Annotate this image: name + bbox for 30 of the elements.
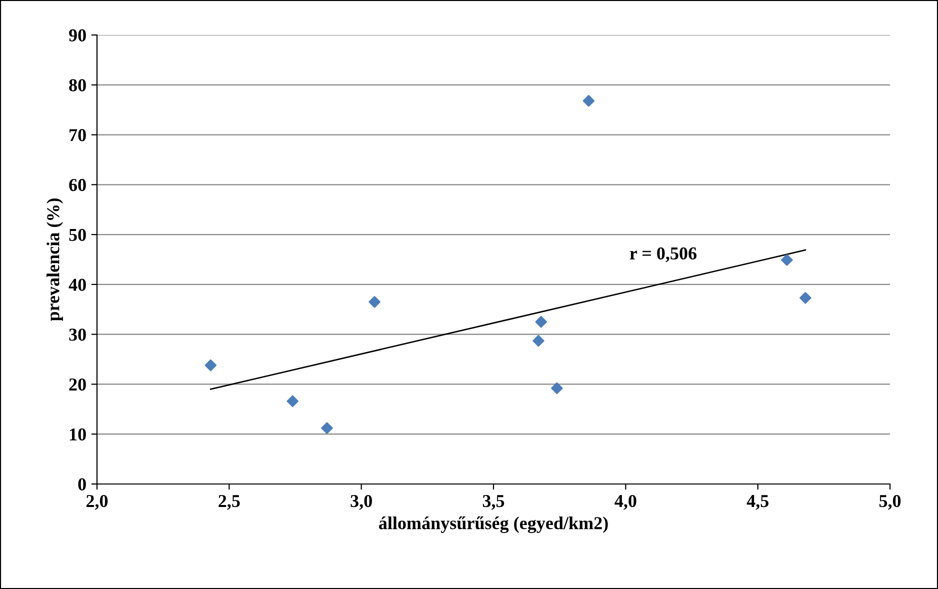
point: [535, 316, 547, 328]
x-tick-label: 3,0: [350, 494, 372, 510]
y-tick-label: 0: [78, 478, 86, 490]
y-tick-label: 20: [69, 378, 86, 391]
y-tick-label: 10: [70, 428, 86, 441]
y-tick-label: 80: [69, 79, 86, 92]
annotation: r = 0,506: [630, 247, 696, 262]
x-axis-title: állománysűrűség (egyed/km2): [378, 516, 608, 534]
point: [204, 359, 217, 372]
y-tick-label: 90: [69, 29, 86, 42]
x-tick-label: 2,5: [218, 494, 240, 510]
x-tick-label: 2,0: [86, 494, 108, 510]
x-tick-label: 4,5: [746, 495, 768, 510]
point: [321, 422, 333, 434]
y-tick-label: 60: [69, 178, 86, 192]
point: [551, 382, 563, 394]
point: [800, 292, 812, 304]
point: [781, 254, 793, 266]
point: [582, 94, 595, 107]
point: [532, 334, 544, 347]
x-tick-label: 4,0: [614, 494, 636, 510]
x-tick-label: 5,0: [879, 494, 901, 510]
y-tick-label: 50: [69, 228, 86, 241]
point: [368, 296, 380, 308]
y-axis-title: prevalencia (%): [46, 198, 63, 322]
x-tick-label: 3,5: [482, 494, 504, 510]
y-tick-label: 70: [70, 129, 86, 142]
y-tick-label: 30: [69, 328, 86, 341]
y-tick-label: 40: [68, 278, 86, 291]
point: [286, 395, 298, 408]
